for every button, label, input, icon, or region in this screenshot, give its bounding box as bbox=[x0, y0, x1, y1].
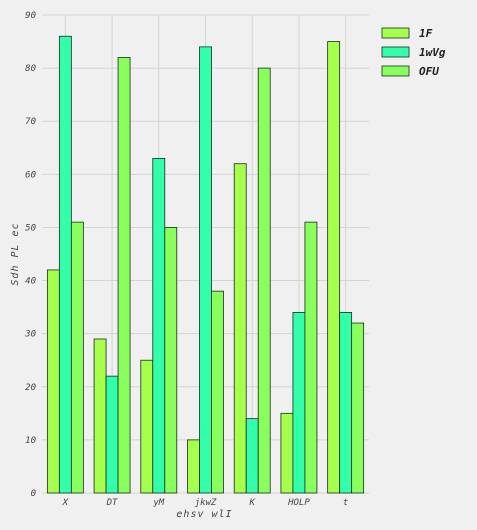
bar bbox=[258, 68, 270, 493]
x-tick-label: jkwZ bbox=[195, 498, 217, 508]
bar bbox=[340, 312, 352, 493]
bar bbox=[200, 47, 212, 493]
bar bbox=[281, 413, 293, 493]
legend-label: 1wVg bbox=[419, 46, 446, 59]
bar bbox=[212, 291, 224, 493]
bar bbox=[305, 222, 317, 493]
bar bbox=[293, 312, 305, 493]
bar bbox=[246, 419, 258, 493]
x-tick-label: yM bbox=[152, 498, 164, 508]
bar bbox=[94, 339, 106, 493]
bar bbox=[59, 36, 71, 493]
legend-swatch bbox=[382, 47, 409, 57]
bar bbox=[153, 158, 165, 493]
bar bbox=[118, 57, 130, 493]
x-axis-label: ehsv wlI bbox=[176, 509, 232, 520]
y-tick-label: 10 bbox=[25, 436, 36, 446]
bar bbox=[352, 323, 364, 493]
legend-label: OFU bbox=[419, 65, 439, 78]
legend-label: 1F bbox=[419, 27, 433, 40]
x-tick-label: HOLP bbox=[287, 498, 310, 508]
legend: 1F 1wVg OFU bbox=[382, 27, 446, 78]
y-tick-label: 70 bbox=[25, 117, 36, 127]
y-tick-label: 50 bbox=[25, 223, 36, 233]
x-tick-label: DT bbox=[106, 498, 118, 508]
bar bbox=[141, 360, 153, 493]
y-tick-label: 20 bbox=[25, 383, 36, 393]
y-axis-label: Sdh PL ec bbox=[10, 222, 21, 285]
bar bbox=[47, 270, 59, 493]
x-axis-ticks: X DT yM jkwZ K HOLP t bbox=[62, 498, 349, 508]
y-tick-label: 30 bbox=[24, 330, 36, 340]
y-axis-ticks: 0 10 20 30 40 50 60 70 80 90 bbox=[24, 11, 36, 499]
y-tick-label: 60 bbox=[25, 170, 36, 180]
bar bbox=[165, 227, 177, 493]
y-tick-label: 80 bbox=[25, 64, 36, 74]
legend-swatch bbox=[382, 28, 409, 38]
legend-swatch bbox=[382, 66, 409, 76]
x-tick-label: X bbox=[62, 498, 69, 508]
bar bbox=[106, 376, 118, 493]
bars bbox=[47, 36, 363, 493]
bar bbox=[328, 42, 340, 493]
x-tick-label: K bbox=[249, 498, 256, 508]
bar bbox=[234, 164, 246, 493]
x-tick-label: t bbox=[343, 498, 348, 508]
y-tick-label: 90 bbox=[25, 11, 36, 21]
bar bbox=[188, 440, 200, 493]
y-tick-label: 0 bbox=[31, 489, 36, 499]
y-tick-label: 40 bbox=[25, 277, 36, 287]
bar bbox=[71, 222, 83, 493]
